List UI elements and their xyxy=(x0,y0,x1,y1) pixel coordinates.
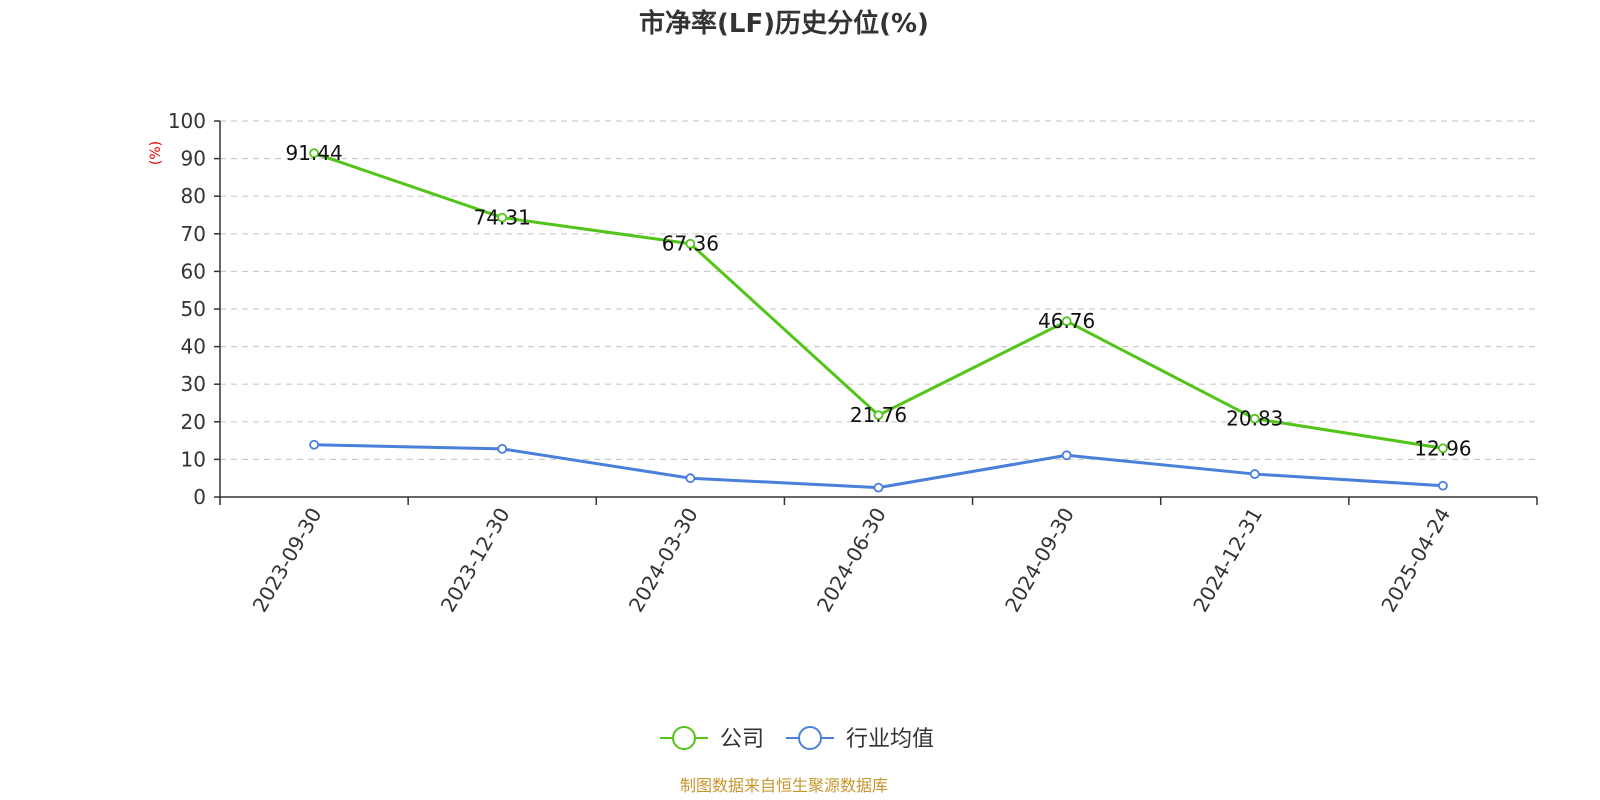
x-tick-label: 2024-03-30 xyxy=(624,504,703,617)
x-tick-label: 2023-09-30 xyxy=(247,504,326,617)
y-tick-label: 70 xyxy=(181,222,206,246)
data-point xyxy=(497,443,508,454)
x-tick-label: 2023-12-30 xyxy=(436,504,515,617)
legend-label-1: 行业均值 xyxy=(846,727,934,752)
data-point xyxy=(685,238,696,249)
data-point xyxy=(309,439,319,450)
data-labels: 91.44 74.31 67.36 21.76 46.76 20.83 12.96 xyxy=(285,141,1471,460)
legend: 公司 行业均值 xyxy=(660,726,934,752)
data-point xyxy=(1249,413,1260,424)
data-label: 46.76 xyxy=(1038,309,1095,333)
y-tick-label: 90 xyxy=(181,147,206,171)
data-point xyxy=(685,473,696,484)
series xyxy=(309,148,1448,493)
data-label: 67.36 xyxy=(662,232,719,256)
data-label: 74.31 xyxy=(474,206,531,230)
data-label: 12.96 xyxy=(1414,436,1471,460)
y-tick-label: 80 xyxy=(181,184,206,208)
x-tick-label: 2024-09-30 xyxy=(1000,504,1079,617)
data-point xyxy=(1249,469,1260,479)
data-label: 21.76 xyxy=(850,403,907,427)
x-tick-label: 2024-12-31 xyxy=(1188,504,1267,617)
y-tick-label: 60 xyxy=(181,259,206,283)
data-point xyxy=(1438,443,1448,454)
y-tick-label: 40 xyxy=(181,335,206,359)
data-point xyxy=(873,482,884,493)
axes: 0 10 20 30 40 50 60 70 80 90 100 2023-09-30 2023-12-… xyxy=(168,109,1538,617)
y-tick-label: 20 xyxy=(181,410,206,434)
legend-marker-1 xyxy=(798,726,822,750)
data-point xyxy=(309,148,319,159)
data-label: 91.44 xyxy=(285,141,342,165)
series-line-1 xyxy=(314,443,1444,490)
y-tick-label: 10 xyxy=(181,447,206,471)
data-point xyxy=(1061,450,1072,461)
source-note: 制图数据来自恒生聚源数据库 xyxy=(680,776,888,795)
data-point xyxy=(1438,480,1448,491)
x-tick-label: 2025-04-24 xyxy=(1376,504,1455,617)
legend-label-0: 公司 xyxy=(720,727,764,752)
y-tick-label: 100 xyxy=(168,109,206,133)
data-point xyxy=(873,410,884,421)
y-axis-unit: (%) xyxy=(148,141,164,165)
data-point xyxy=(497,212,508,223)
data-label: 20.83 xyxy=(1226,407,1283,431)
y-tick-label: 30 xyxy=(181,372,206,396)
x-tick-label: 2024-06-30 xyxy=(812,504,891,617)
chart-title: 市净率(LF)历史分位(%) xyxy=(639,8,929,39)
legend-marker-0 xyxy=(672,726,696,750)
y-tick-label: 0 xyxy=(193,485,206,509)
data-point xyxy=(1061,316,1072,327)
y-tick-label: 50 xyxy=(181,297,206,321)
